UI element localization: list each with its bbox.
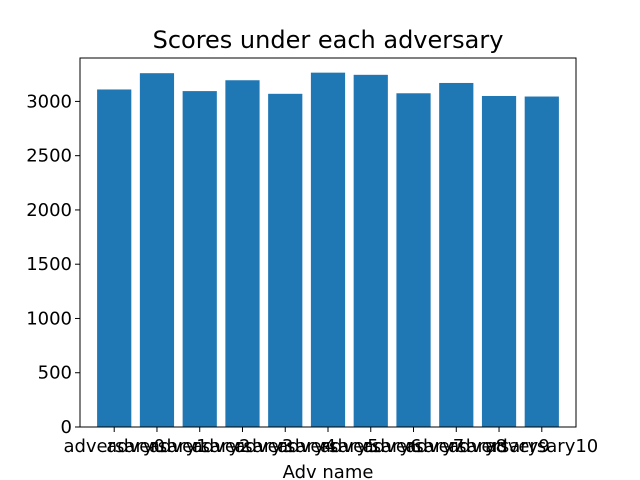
x-tick-label: adversary10 (485, 436, 598, 457)
chart-title: Scores under each adversary (153, 26, 504, 54)
y-tick-label: 1000 (26, 308, 72, 329)
x-tick-label: adversary7 (363, 436, 465, 457)
plot-frame (79, 57, 577, 428)
bar-adversary1 (139, 73, 175, 427)
bar-adversary8 (439, 82, 474, 427)
x-tick-label: adversary8 (406, 436, 508, 457)
bar-adversary10 (524, 96, 559, 427)
x-axis-label: Adv name (283, 462, 374, 480)
x-tick-label: adversary4 (234, 436, 336, 457)
bars-group (97, 72, 559, 428)
x-tick-label: adversary0 (63, 436, 165, 457)
bar-adversary7 (396, 93, 431, 427)
bar-adversary3 (225, 80, 260, 427)
y-tick-label: 2500 (26, 146, 72, 167)
bar-adversary9 (481, 95, 517, 427)
x-tick-label: adversary5 (277, 436, 379, 457)
x-tick-label: adversary6 (320, 436, 422, 457)
y-tick-label: 0 (61, 417, 72, 438)
bar-adversary6 (353, 74, 388, 428)
bar-adversary4 (268, 93, 303, 428)
y-tick-label: 500 (38, 363, 72, 384)
x-tick-label: adversary3 (192, 436, 294, 457)
bar-adversary0 (97, 89, 132, 428)
x-axis: adversary0adversary1adversary2adversary3… (63, 427, 598, 457)
y-tick-label: 3000 (26, 91, 72, 112)
x-tick-label: adversary1 (106, 436, 208, 457)
y-tick-label: 2000 (26, 200, 72, 221)
bar-adversary2 (182, 91, 217, 427)
y-axis: 0 500 1000 1500 2000 2500 3000 (26, 91, 80, 438)
x-tick-label: adversary9 (448, 436, 550, 457)
x-tick-label: adversary2 (149, 436, 251, 457)
bar-adversary5 (310, 72, 346, 427)
y-tick-label: 1500 (26, 254, 72, 275)
